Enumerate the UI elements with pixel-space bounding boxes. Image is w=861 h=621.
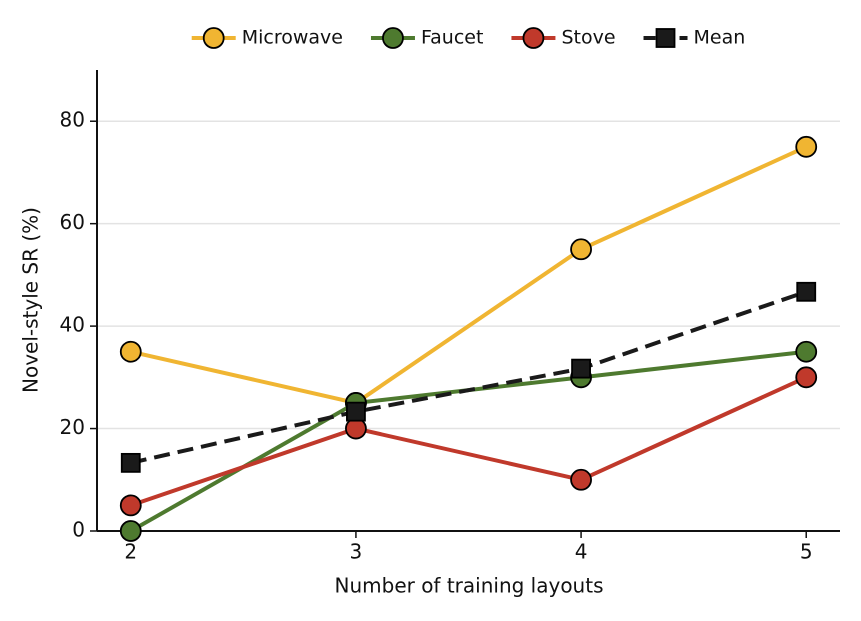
marker <box>345 417 367 440</box>
marker <box>522 27 545 49</box>
x-tick-label: 2 <box>124 540 137 564</box>
x-axis-label: Number of training layouts <box>335 574 604 598</box>
marker <box>119 494 142 517</box>
marker <box>570 238 592 261</box>
legend-label: Microwave <box>242 27 343 49</box>
y-tick-label: 20 <box>60 415 85 439</box>
x-tick-label: 5 <box>800 540 813 564</box>
marker <box>571 358 591 379</box>
marker <box>119 520 142 542</box>
y-axis-label: Novel-style SR (%) <box>19 207 43 393</box>
legend-label: Faucet <box>421 27 483 49</box>
marker <box>202 27 225 49</box>
y-tick-label: 40 <box>60 313 85 337</box>
marker <box>795 340 818 363</box>
marker <box>120 452 141 473</box>
marker <box>795 366 818 389</box>
legend-label: Stove <box>561 27 615 49</box>
legend-label: Mean <box>694 27 746 49</box>
series-line <box>130 375 808 508</box>
marker <box>346 401 366 422</box>
series-line <box>130 289 807 465</box>
y-tick-label: 80 <box>60 108 85 132</box>
x-tick-label: 4 <box>575 540 588 564</box>
marker <box>795 135 818 158</box>
legend: Microwave Faucet Stove Mean <box>191 27 746 49</box>
y-tick-label: 0 <box>72 518 85 542</box>
y-tick-label: 60 <box>60 210 85 234</box>
x-tick-label: 3 <box>350 540 363 564</box>
marker <box>796 281 817 302</box>
marker <box>570 468 592 491</box>
marker <box>119 340 142 363</box>
marker <box>655 28 676 48</box>
series-line <box>130 145 808 406</box>
marker <box>382 27 404 49</box>
